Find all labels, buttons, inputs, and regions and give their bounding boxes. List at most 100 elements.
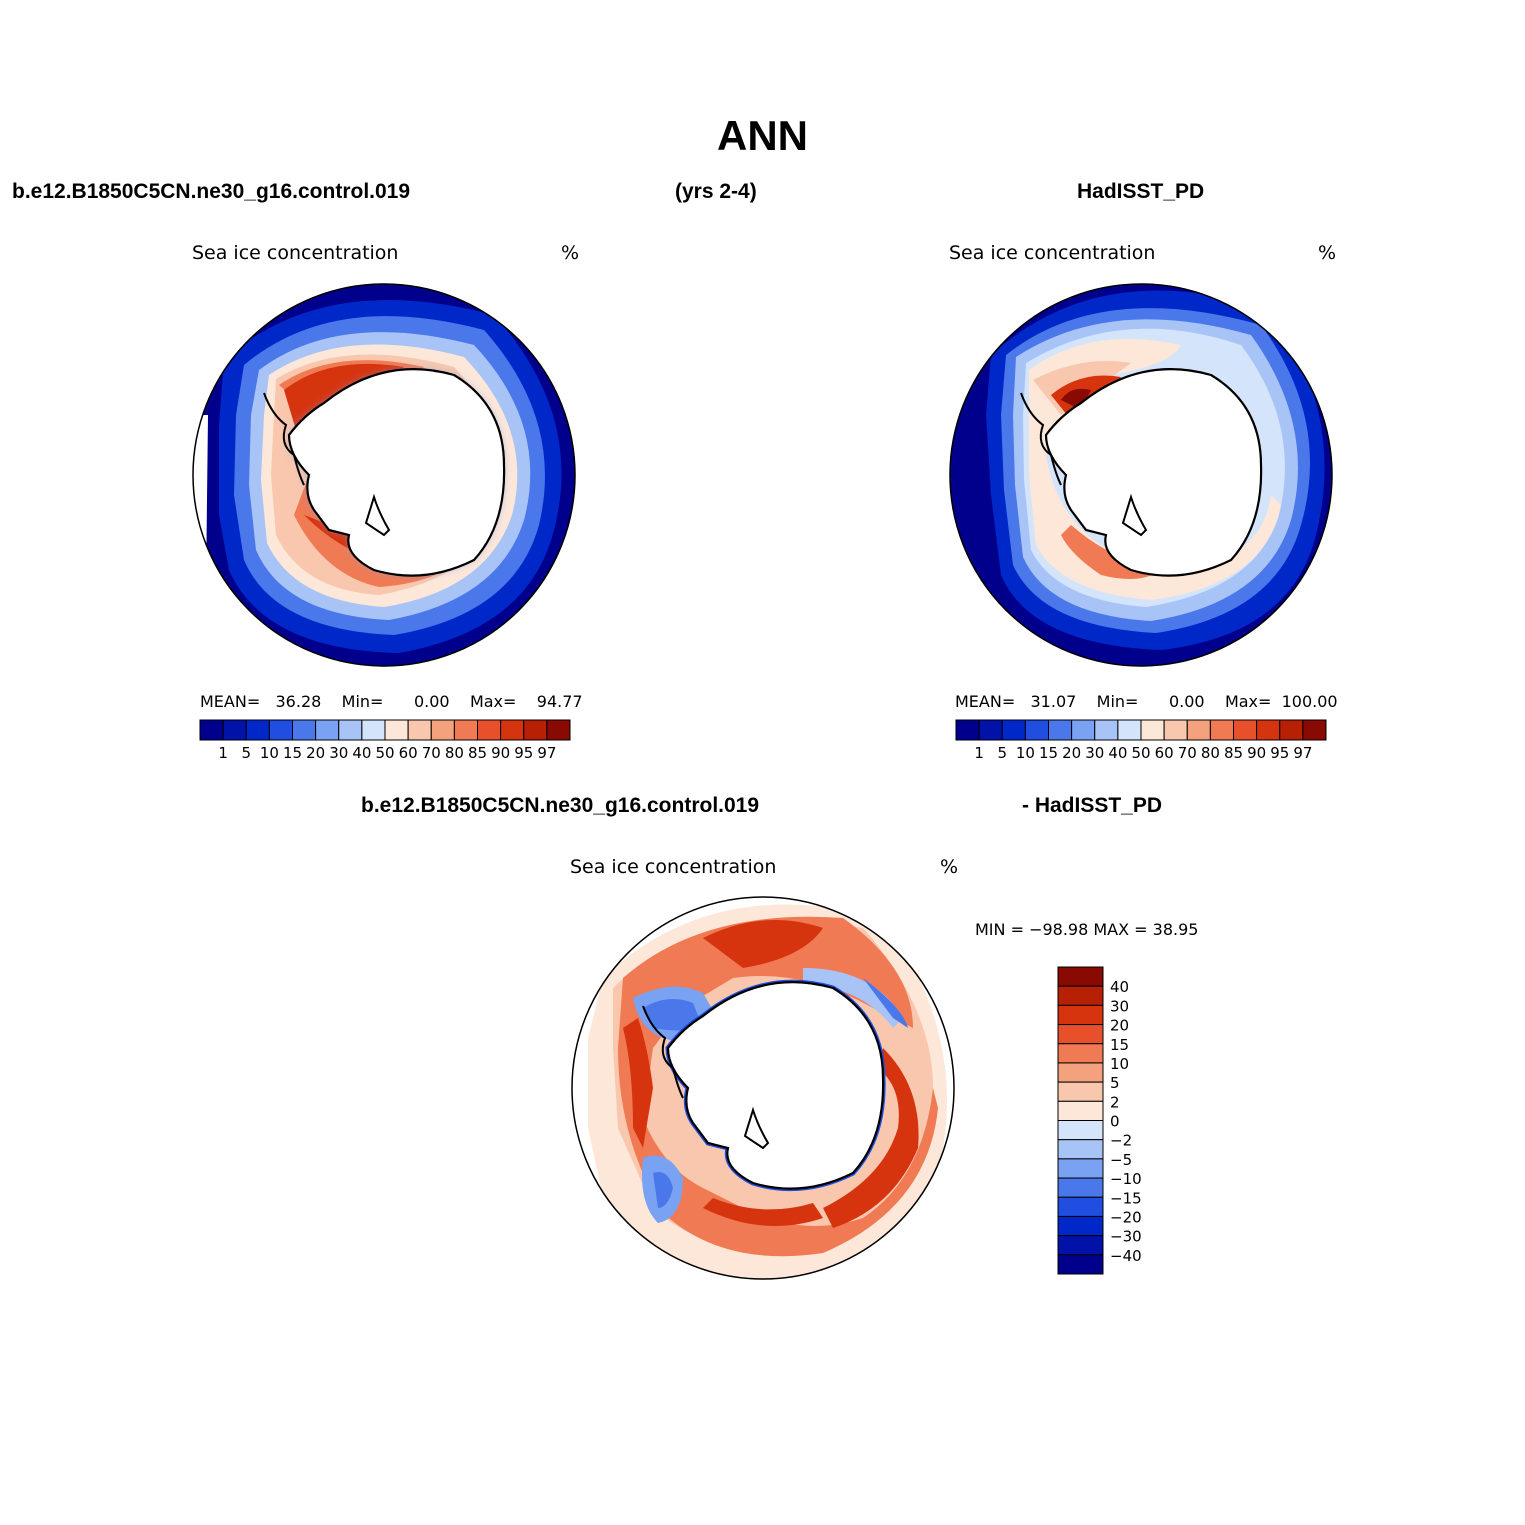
colorbar-swatch xyxy=(477,719,502,741)
diff-polar-map xyxy=(571,896,955,1280)
obs-colorbar: 1 5 10 15 20 30 40 50 60 70 80 85 90 95 97 xyxy=(955,719,1327,762)
years-header: (yrs 2-4) xyxy=(675,180,757,203)
colorbar-swatch xyxy=(1057,985,1104,1006)
model-mean-label: MEAN= xyxy=(200,692,261,711)
model-panel-units: % xyxy=(561,242,580,264)
colorbar-tick-label: 80 xyxy=(445,744,464,762)
colorbar-tick-label: 97 xyxy=(537,744,556,762)
colorbar-swatch xyxy=(222,719,247,741)
obs-panel-label: Sea ice concentration xyxy=(949,242,1156,264)
case-name-header: b.e12.B1850C5CN.ne30_g16.control.019 xyxy=(12,180,411,203)
colorbar-tick-label: 15 xyxy=(1039,744,1058,762)
model-max-value: 94.77 xyxy=(536,692,583,711)
colorbar-tick-label: 40 xyxy=(1108,744,1127,762)
colorbar-tick-label: 80 xyxy=(1201,744,1220,762)
colorbar-tick-label: 85 xyxy=(1224,744,1243,762)
colorbar-tick-label: 30 xyxy=(1085,744,1104,762)
colorbar-swatch xyxy=(338,719,363,741)
colorbar-tick-label: −40 xyxy=(1110,1247,1142,1265)
colorbar-tick-label: −2 xyxy=(1110,1132,1132,1150)
colorbar-tick-label: 97 xyxy=(1293,744,1312,762)
model-polar-map xyxy=(192,283,576,667)
colorbar-swatch xyxy=(1163,719,1188,741)
diff-panel-label: Sea ice concentration xyxy=(570,856,777,878)
colorbar-swatch xyxy=(453,719,478,741)
colorbar-tick-label: 40 xyxy=(1110,978,1129,996)
model-stats: MEAN= 36.28 Min= 0.00 Max= 94.77 xyxy=(200,692,583,711)
colorbar-tick-label: 1 xyxy=(974,744,984,762)
colorbar-tick-label: 90 xyxy=(491,744,510,762)
colorbar-swatch xyxy=(1302,719,1327,741)
obs-min-label: Min= xyxy=(1096,692,1139,711)
colorbar-swatch xyxy=(1117,719,1142,741)
colorbar-tick-label: 5 xyxy=(1110,1074,1120,1092)
colorbar-tick-label: 90 xyxy=(1247,744,1266,762)
colorbar-tick-label: 70 xyxy=(422,744,441,762)
colorbar-tick-label: 5 xyxy=(997,744,1007,762)
colorbar-tick-label: −30 xyxy=(1110,1228,1142,1246)
colorbar-swatch xyxy=(1256,719,1281,741)
colorbar-swatch xyxy=(1057,1043,1104,1064)
colorbar-swatch xyxy=(1140,719,1165,741)
colorbar-swatch xyxy=(1048,719,1073,741)
colorbar-swatch xyxy=(1057,1139,1104,1160)
colorbar-swatch xyxy=(1057,1215,1104,1237)
model-panel-label: Sea ice concentration xyxy=(192,242,399,264)
colorbar-swatch xyxy=(1057,1158,1104,1179)
colorbar-tick-label: 40 xyxy=(352,744,371,762)
colorbar-swatch xyxy=(1071,719,1096,741)
model-colorbar: 1 5 10 15 20 30 40 50 60 70 80 85 90 95 97 xyxy=(199,719,571,762)
obs-stats: MEAN= 31.07 Min= 0.00 Max= 100.00 xyxy=(955,692,1338,711)
figure-title: ANN xyxy=(717,112,808,159)
obs-mean-label: MEAN= xyxy=(955,692,1016,711)
colorbar-swatch xyxy=(199,719,224,741)
colorbar-tick-label: 30 xyxy=(1110,997,1129,1015)
colorbar-tick-label: 1 xyxy=(218,744,228,762)
colorbar-swatch xyxy=(1057,1081,1104,1102)
colorbar-tick-label: 50 xyxy=(375,744,394,762)
diff-minmax: MIN = −98.98 MAX = 38.95 xyxy=(975,920,1199,939)
model-min-label: Min= xyxy=(341,692,384,711)
colorbar-tick-label: 50 xyxy=(1131,744,1150,762)
colorbar-swatch xyxy=(1057,1254,1104,1275)
colorbar-swatch xyxy=(245,719,270,741)
colorbar-swatch xyxy=(1024,719,1049,741)
colorbar-swatch xyxy=(292,719,317,741)
colorbar-swatch xyxy=(1279,719,1304,741)
colorbar-tick-label: 20 xyxy=(1110,1017,1129,1035)
colorbar-tick-label: 10 xyxy=(260,744,279,762)
colorbar-swatch xyxy=(1057,1004,1104,1026)
colorbar-tick-label: −10 xyxy=(1110,1170,1142,1188)
obs-min-value: 0.00 xyxy=(1168,692,1205,711)
colorbar-tick-label: −20 xyxy=(1110,1208,1142,1226)
colorbar-swatch xyxy=(500,719,525,741)
colorbar-tick-label: 60 xyxy=(399,744,418,762)
obs-panel-units: % xyxy=(1318,242,1337,264)
colorbar-tick-label: 95 xyxy=(1270,744,1289,762)
model-mean-value: 36.28 xyxy=(275,692,322,711)
colorbar-swatch xyxy=(1057,1177,1104,1198)
colorbar-swatch xyxy=(1001,719,1026,741)
colorbar-tick-label: 20 xyxy=(1062,744,1081,762)
colorbar-tick-label: 30 xyxy=(329,744,348,762)
colorbar-swatch xyxy=(315,719,340,741)
model-min-value: 0.00 xyxy=(413,692,450,711)
colorbar-swatch xyxy=(546,719,571,741)
colorbar-swatch xyxy=(1233,719,1258,741)
colorbar-tick-label: 2 xyxy=(1110,1093,1120,1111)
colorbar-swatch xyxy=(523,719,548,741)
obs-max-value: 100.00 xyxy=(1281,692,1338,711)
colorbar-tick-label: 20 xyxy=(306,744,325,762)
colorbar-swatch xyxy=(1094,719,1119,741)
colorbar-swatch xyxy=(1057,1196,1104,1217)
colorbar-swatch xyxy=(1057,1024,1104,1045)
obs-max-label: Max= xyxy=(1224,692,1272,711)
diff-panel-units: % xyxy=(940,856,959,878)
colorbar-tick-label: 5 xyxy=(241,744,251,762)
colorbar-tick-label: 15 xyxy=(283,744,302,762)
obs-mean-value: 31.07 xyxy=(1030,692,1077,711)
colorbar-swatch xyxy=(1057,1100,1104,1121)
colorbar-swatch xyxy=(384,719,409,741)
obs-polar-map xyxy=(949,283,1333,667)
